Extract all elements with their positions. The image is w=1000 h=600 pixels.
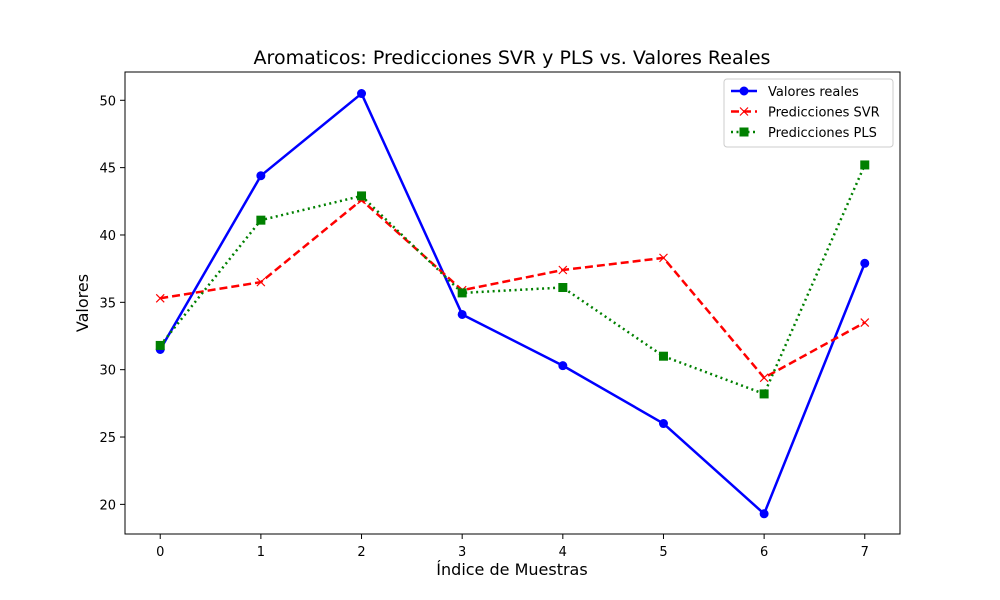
y-tick-label: 45 [99,162,116,177]
series-layer [155,89,870,519]
data-point [860,160,870,170]
x-tick-label: 2 [357,545,365,560]
data-point [155,340,165,350]
data-point [860,318,870,327]
y-axis-label: Valores [73,274,92,332]
series-line [160,198,866,380]
legend-box [723,78,894,148]
data-point [457,309,467,319]
x-tick-label: 6 [760,545,768,560]
data-point [658,419,668,429]
legend: Valores reales Predicciones SVR Prediccion… [723,78,894,148]
x-tick-label: 3 [458,545,466,560]
x-tick-label: 4 [559,545,567,560]
legend-item: Valores reales [731,85,859,100]
x-tick-label: 0 [156,545,164,560]
x-tick-label: 7 [861,545,869,560]
data-point [357,89,367,99]
y-tick-label: 50 [99,94,116,109]
y-axis: 20 25 30 35 40 45 50 [99,94,125,513]
data-point [759,509,769,519]
legend-item: Predicciones SVR [731,106,880,121]
x-tick-label: 1 [257,545,265,560]
data-point [256,171,266,181]
y-tick-label: 30 [99,364,116,379]
data-point [558,361,568,371]
legend-label: Predicciones PLS [768,126,877,141]
data-point [155,293,165,303]
legend-marker [739,86,749,96]
data-point [256,215,266,225]
legend-item: Predicciones PLS [731,126,877,141]
data-point [558,283,568,293]
chart-title: Aromaticos: Predicciones SVR y PLS vs. V… [254,47,771,69]
series-3 [155,160,870,399]
series-line [159,164,866,396]
data-point [558,265,568,275]
y-tick-label: 40 [99,229,116,244]
data-point [658,351,668,361]
legend-label: Predicciones SVR [768,106,880,121]
y-tick-label: 35 [99,296,116,311]
data-point [759,389,769,399]
x-axis-label: Índice de Muestras [436,560,587,579]
x-tick-label: 5 [659,545,667,560]
data-point [457,288,467,298]
plot-frame [124,71,901,535]
y-tick-label: 25 [99,431,116,446]
data-point [860,258,870,268]
y-tick-label: 20 [99,498,116,513]
data-point [357,191,367,201]
series-line [159,92,866,516]
data-point [256,277,266,287]
legend-marker [739,127,749,137]
legend-label: Valores reales [768,85,859,100]
x-axis: 0 1 2 3 4 5 6 7 [156,534,869,560]
legend-marker [739,107,749,116]
data-point [759,373,769,383]
series-1 [155,89,870,519]
data-point [659,253,668,263]
